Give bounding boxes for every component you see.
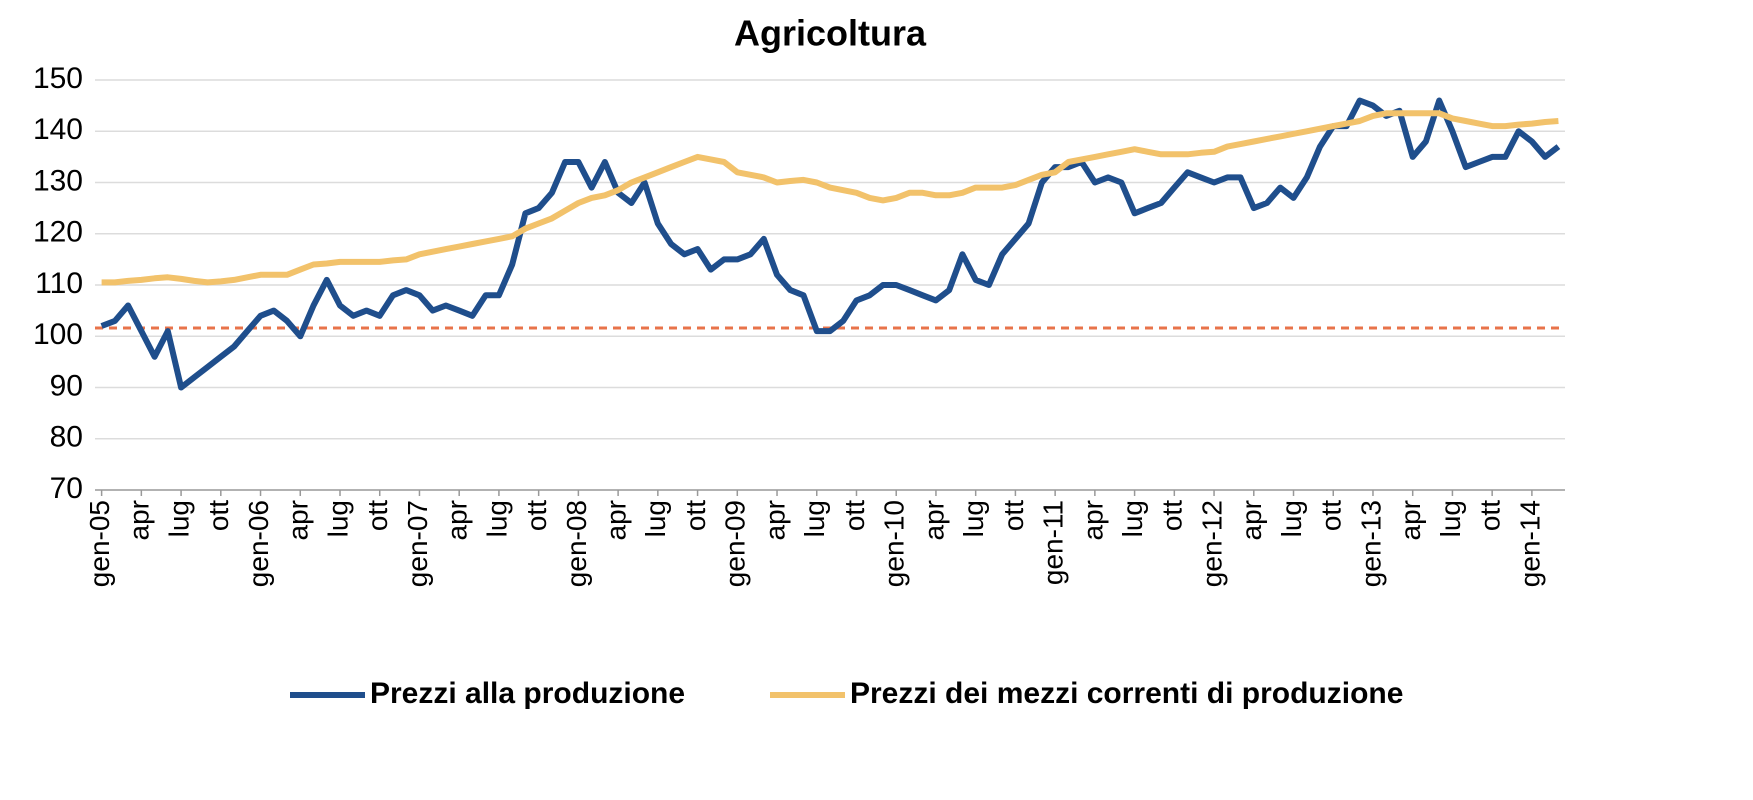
x-tick-label: gen-07 (402, 500, 433, 587)
x-tick-label: ott (362, 500, 393, 531)
y-tick-label: 70 (50, 472, 83, 505)
legend-label: Prezzi dei mezzi correnti di produzione (850, 677, 1403, 710)
y-tick-label: 140 (33, 113, 83, 146)
x-tick-label: ott (203, 500, 234, 531)
y-tick-label: 120 (33, 216, 83, 249)
x-tick-label: apr (1395, 500, 1426, 540)
x-tick-label: ott (521, 500, 552, 531)
x-tick-label: gen-12 (1196, 500, 1227, 587)
x-tick-label: ott (839, 500, 870, 531)
x-tick-label: ott (998, 500, 1029, 531)
x-tick-label: gen-13 (1355, 500, 1386, 587)
y-tick-label: 130 (33, 164, 83, 197)
x-tick-label: ott (680, 500, 711, 531)
y-tick-label: 110 (35, 267, 83, 300)
x-tick-label: lug (958, 500, 989, 537)
x-tick-label: lug (640, 500, 671, 537)
x-tick-label: ott (1157, 500, 1188, 531)
x-tick-label: apr (283, 500, 314, 540)
y-tick-label: 100 (33, 318, 83, 351)
x-tick-label: ott (1316, 500, 1347, 531)
series-line (100, 97, 1561, 391)
y-tick-label: 80 (50, 421, 83, 454)
x-tick-label: gen-06 (243, 500, 274, 587)
x-tick-label: lug (1117, 500, 1148, 537)
x-tick-label: lug (163, 500, 194, 537)
x-tick-label: lug (322, 500, 353, 537)
x-tick-label: gen-09 (720, 500, 751, 587)
x-tick-label: apr (600, 500, 631, 540)
x-tick-label: apr (442, 500, 473, 540)
x-tick-label: gen-11 (1038, 500, 1069, 585)
y-tick-label: 150 (33, 62, 83, 95)
x-tick-label: lug (481, 500, 512, 537)
x-tick-label: gen-10 (879, 500, 910, 587)
x-tick-label: gen-14 (1514, 500, 1545, 587)
x-tick-label: gen-05 (84, 500, 115, 587)
x-tick-label: gen-08 (561, 500, 592, 587)
x-tick-label: lug (1435, 500, 1466, 537)
x-tick-label: apr (124, 500, 155, 540)
x-tick-label: ott (1475, 500, 1506, 531)
legend-label: Prezzi alla produzione (370, 677, 685, 710)
x-tick-label: apr (1236, 500, 1267, 540)
x-tick-label: lug (1276, 500, 1307, 537)
x-tick-label: apr (918, 500, 949, 540)
x-tick-label: lug (799, 500, 830, 537)
y-tick-label: 90 (50, 369, 83, 402)
series-line (101, 110, 1559, 286)
chart-title: Agricoltura (734, 13, 927, 54)
x-tick-label: apr (1077, 500, 1108, 540)
x-tick-label: apr (759, 500, 790, 540)
